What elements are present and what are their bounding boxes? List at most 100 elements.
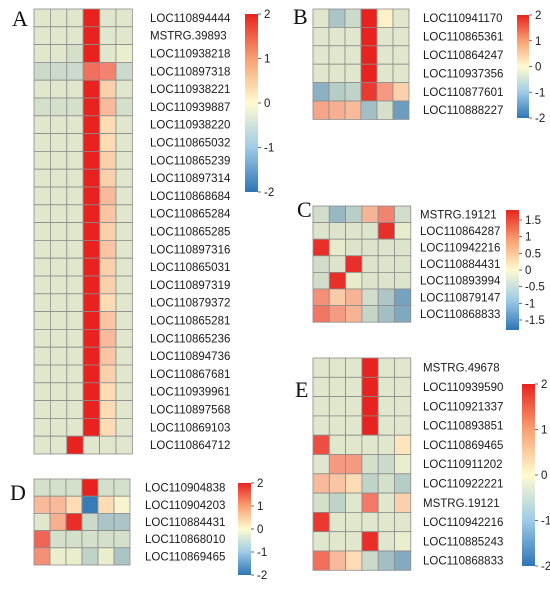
heatmap-cell (394, 531, 412, 552)
row-label: LOC110885243 (423, 536, 503, 548)
heatmap-cell (345, 376, 363, 397)
heatmap-cell (33, 8, 51, 28)
heatmap-cell (97, 513, 115, 532)
heatmap-cell (97, 495, 115, 514)
heatmap-cell (328, 512, 346, 533)
row-label: LOC110897314 (150, 173, 231, 185)
legend-tick-label: -0.5 (525, 282, 545, 294)
heatmap-cell (81, 547, 99, 566)
legend-tick-label: 2 (257, 478, 263, 490)
heatmap-cell (50, 222, 68, 241)
legend-tick-label: 1.5 (525, 215, 541, 227)
heatmap-cell (99, 275, 117, 295)
heatmap-cell (66, 239, 84, 259)
heatmap-cell (376, 100, 394, 120)
heatmap-cell (50, 417, 68, 437)
heatmap-cell (328, 45, 346, 65)
heatmap-cell (82, 79, 100, 99)
heatmap-cell (328, 473, 346, 494)
heatmap-cell (65, 547, 83, 566)
row-label: LOC110864247 (423, 50, 503, 62)
row-label: LOC110942216 (423, 517, 503, 529)
heatmap-cell (50, 44, 68, 63)
heatmap-cell (392, 63, 410, 83)
heatmap-cell (99, 186, 117, 206)
heatmap-cell (115, 435, 133, 455)
heatmap-cell (115, 364, 133, 384)
heatmap-cell (99, 79, 117, 99)
heatmap-cell (115, 417, 133, 437)
heatmap-cell (394, 454, 412, 475)
row-label: LOC110888227 (423, 105, 503, 117)
heatmap-cell (115, 293, 133, 312)
row-label: LOC110893994 (420, 276, 501, 288)
heatmap-cell (377, 415, 395, 436)
heatmap-cell (376, 82, 394, 102)
heatmap-cell (33, 275, 51, 295)
heatmap-cell (361, 531, 379, 552)
heatmap-cell (312, 238, 330, 257)
heatmap-cell (312, 271, 330, 290)
heatmap-cell (113, 495, 131, 514)
row-label: LOC110864287 (420, 226, 500, 238)
heatmap-cell (312, 531, 330, 552)
heatmap-cell (50, 400, 68, 419)
panel-letter-d: D (10, 480, 26, 505)
heatmap-cell (33, 168, 51, 188)
heatmap-cell (312, 492, 330, 513)
heatmap-cell (82, 328, 100, 348)
heatmap-cell (328, 415, 346, 436)
heatmap-cell (50, 133, 68, 152)
heatmap-cell (50, 239, 68, 259)
row-label: LOC110879147 (420, 292, 500, 304)
heatmap-cell (394, 376, 412, 397)
heatmap-cell (345, 473, 363, 494)
color-scale-bar (506, 210, 519, 330)
row-label: LOC110904838 (145, 483, 225, 495)
legend-tick-label: 0 (541, 470, 547, 482)
row-label: LOC110894736 (150, 351, 230, 363)
heatmap-cell (50, 26, 68, 45)
heatmap-cell (376, 45, 394, 65)
heatmap-cell (66, 26, 84, 45)
heatmap-cell (99, 222, 117, 241)
heatmap-cell (50, 150, 68, 170)
row-label: LOC110897319 (150, 280, 230, 292)
heatmap-cell (312, 454, 330, 475)
legend-tick-label: -1 (525, 298, 535, 310)
heatmap-cell (361, 396, 379, 417)
heatmap-cell (394, 473, 412, 494)
heatmap-cell (82, 186, 100, 206)
heatmap-cell (99, 239, 117, 259)
legend-tick-label: -2 (257, 570, 267, 582)
heatmap-cell (312, 255, 330, 273)
heatmap-cell (312, 376, 330, 397)
heatmap-cell (113, 478, 131, 497)
legend-tick-label: -2 (264, 187, 274, 199)
heatmap-cell (33, 478, 51, 497)
legend-tick-label: 0 (257, 524, 263, 536)
heatmap-cell (82, 346, 100, 366)
row-label: LOC110938221 (150, 84, 230, 96)
heatmap-cell (82, 382, 100, 401)
row-label: LOC110897316 (150, 244, 230, 256)
row-label: LOC110921337 (423, 401, 503, 413)
heatmap-cell (328, 205, 346, 224)
heatmap-cell (33, 115, 51, 135)
heatmap-cell (66, 311, 84, 330)
legend-tick-label: 2 (541, 379, 547, 391)
row-label: LOC110877601 (423, 87, 503, 99)
heatmap-cell (97, 530, 115, 549)
heatmap-cell (99, 8, 117, 28)
heatmap-cell (33, 435, 51, 455)
heatmap-cell (33, 222, 51, 241)
heatmap-cell (99, 346, 117, 366)
heatmap-cell (115, 133, 133, 152)
heatmap-cell (99, 150, 117, 170)
heatmap-cell (345, 454, 363, 475)
heatmap-cell (312, 205, 330, 224)
heatmap-cell (377, 238, 395, 257)
heatmap-cell (345, 271, 363, 290)
row-label: LOC110922221 (423, 478, 503, 490)
heatmap-cell (377, 288, 395, 307)
